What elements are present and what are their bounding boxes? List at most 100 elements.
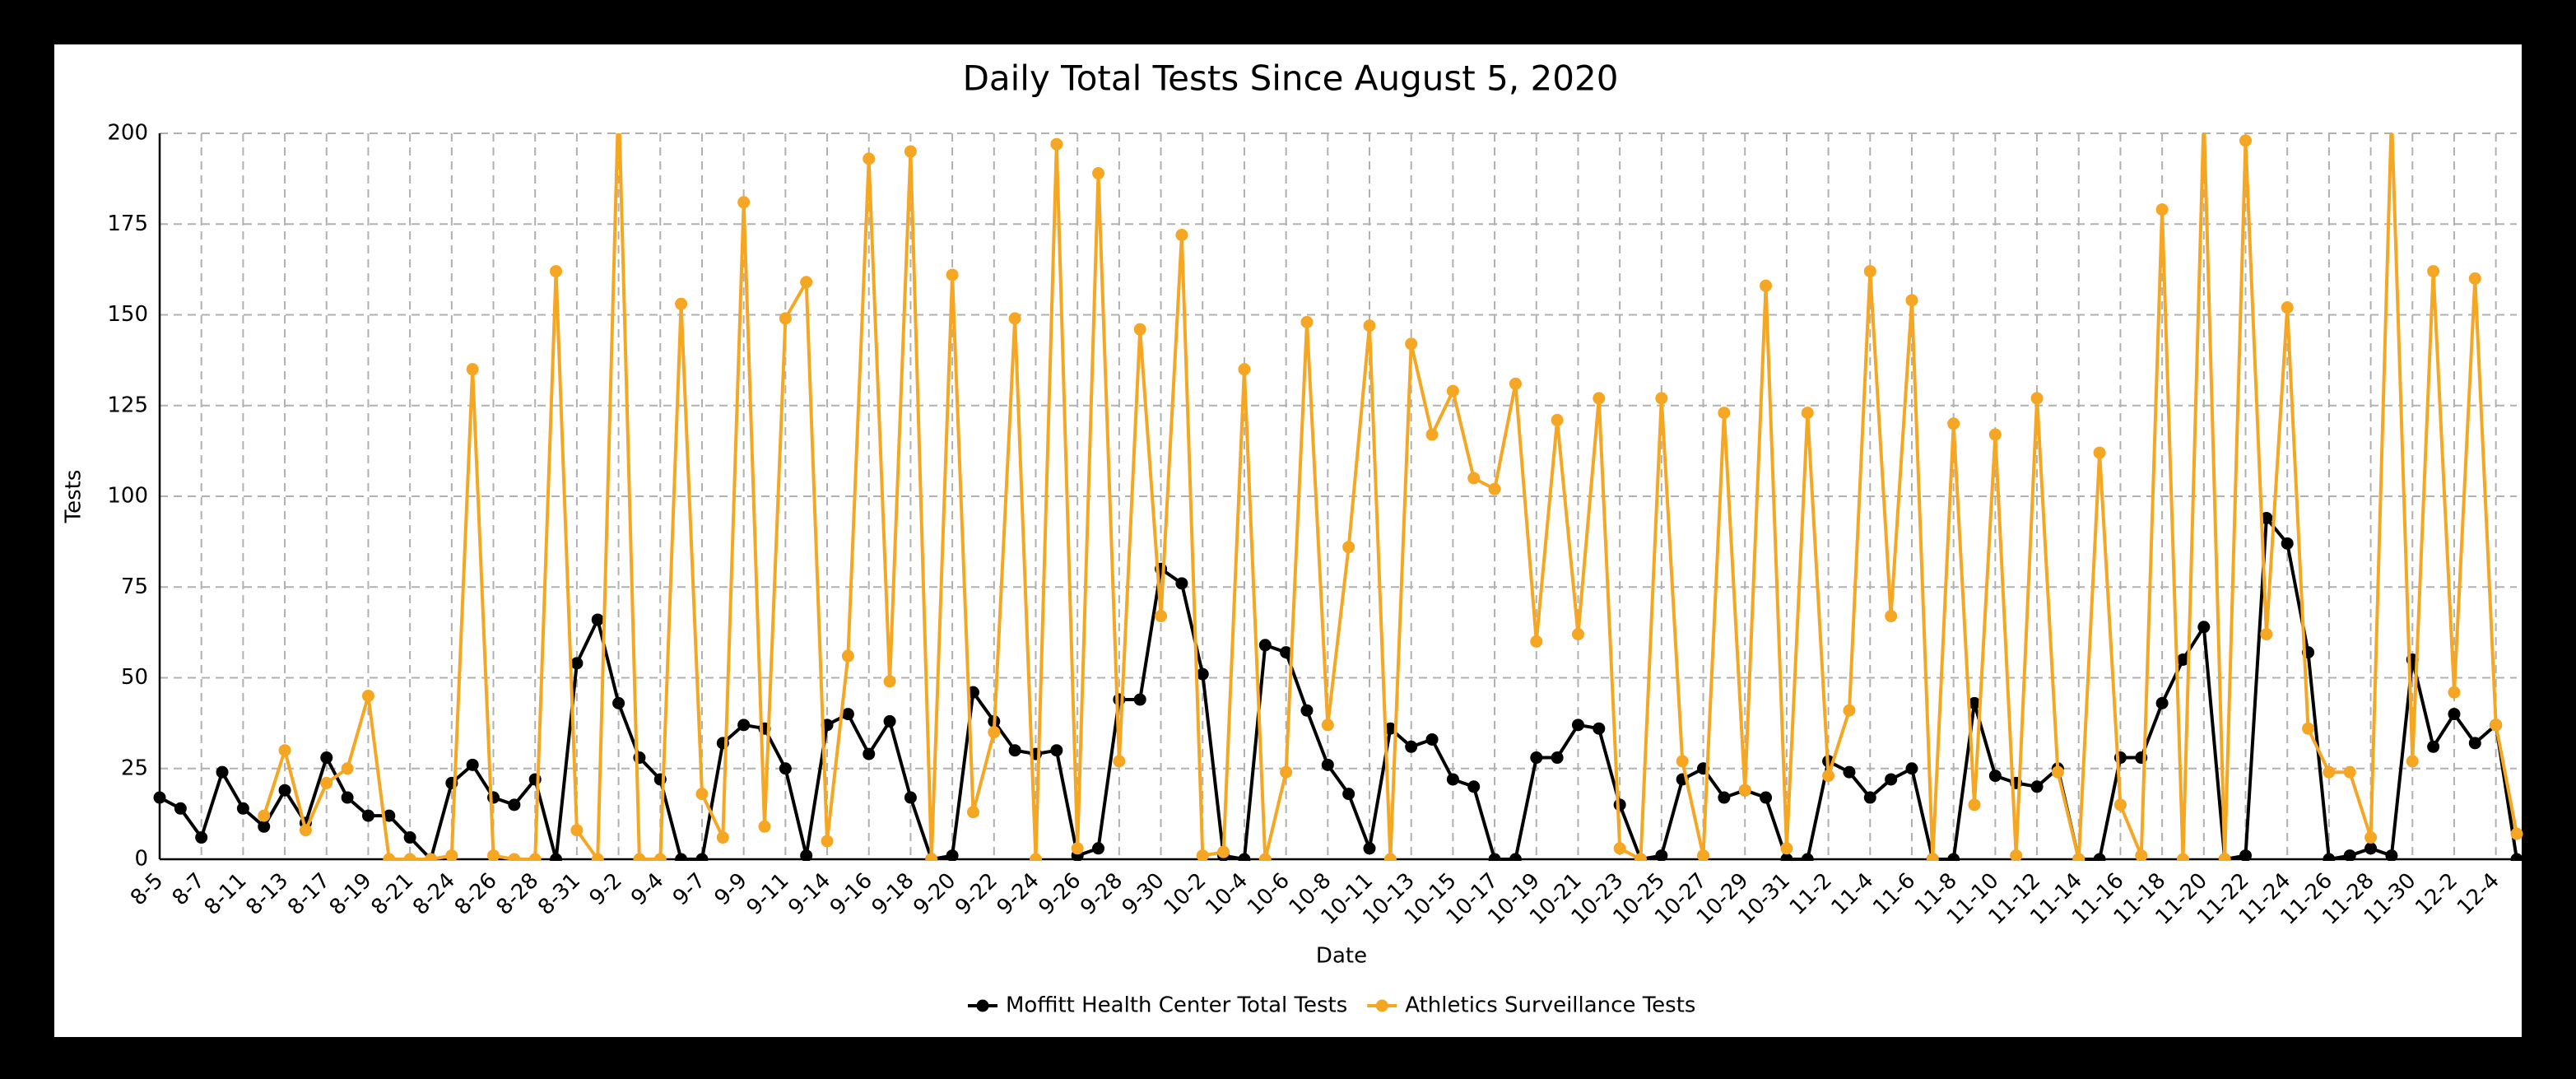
data-point xyxy=(508,798,521,812)
data-point xyxy=(2385,849,2398,861)
data-point xyxy=(1780,842,1793,855)
data-point xyxy=(1155,610,1168,623)
data-point xyxy=(716,831,729,844)
data-point xyxy=(2239,849,2253,861)
data-point xyxy=(174,802,187,815)
data-point xyxy=(591,853,604,861)
data-point xyxy=(424,853,437,861)
data-point xyxy=(1905,294,1918,307)
data-point xyxy=(1238,363,1251,376)
data-point xyxy=(633,853,646,861)
data-point xyxy=(1280,646,1293,659)
data-point xyxy=(1217,845,1230,858)
data-point xyxy=(1885,610,1898,623)
data-point xyxy=(550,265,563,278)
data-point xyxy=(675,853,688,861)
data-point xyxy=(403,853,416,861)
data-point xyxy=(2427,740,2440,753)
data-point xyxy=(2051,765,2064,779)
data-point xyxy=(2093,853,2106,861)
data-point xyxy=(320,776,333,789)
y-tick-label: 0 xyxy=(134,847,148,872)
data-point xyxy=(904,791,917,804)
data-point xyxy=(2448,686,2461,699)
data-point xyxy=(528,853,542,861)
data-point xyxy=(1383,722,1397,735)
data-point xyxy=(779,312,792,325)
data-point xyxy=(1655,392,1668,405)
data-point xyxy=(2030,780,2044,793)
data-point xyxy=(1738,784,1751,797)
data-point xyxy=(1446,773,1459,786)
data-point xyxy=(2239,134,2253,147)
data-point xyxy=(1509,853,1522,861)
data-point xyxy=(1446,384,1459,398)
data-point xyxy=(1760,791,1773,804)
data-point xyxy=(841,649,854,663)
data-point xyxy=(1593,722,1606,735)
data-point xyxy=(2155,696,2169,709)
data-point xyxy=(320,751,333,765)
data-point xyxy=(1280,765,1293,779)
data-point xyxy=(2343,849,2356,861)
data-point xyxy=(1133,693,1146,706)
data-point xyxy=(1342,541,1355,554)
data-point xyxy=(383,809,396,822)
data-point xyxy=(1196,849,1209,861)
data-point xyxy=(258,820,271,833)
data-point xyxy=(2302,722,2315,735)
data-point xyxy=(1071,842,1084,855)
data-point xyxy=(1780,853,1793,861)
data-point xyxy=(2135,849,2148,861)
data-point xyxy=(466,363,479,376)
data-point xyxy=(2093,446,2106,459)
data-point xyxy=(1363,319,1376,333)
data-point xyxy=(487,849,500,861)
data-point xyxy=(1488,482,1501,495)
data-point xyxy=(2260,628,2273,641)
data-point xyxy=(1822,770,1835,783)
data-point xyxy=(1655,849,1668,861)
data-point xyxy=(1801,407,1814,420)
data-point xyxy=(2406,755,2419,768)
data-point xyxy=(1968,798,1981,812)
data-point xyxy=(1613,798,1626,812)
data-point xyxy=(1258,639,1272,652)
data-point xyxy=(1697,849,1710,861)
data-point xyxy=(841,708,854,721)
data-point xyxy=(675,297,688,310)
data-point xyxy=(1905,762,1918,775)
data-point xyxy=(695,853,709,861)
data-point xyxy=(570,824,584,837)
data-point xyxy=(1530,635,1543,648)
data-point xyxy=(2490,719,2503,732)
data-point xyxy=(1258,853,1272,861)
data-point xyxy=(1300,315,1314,328)
data-point xyxy=(1988,770,2002,783)
data-point xyxy=(2113,798,2127,812)
data-point xyxy=(904,145,917,158)
chart-title: Daily Total Tests Since August 5, 2020 xyxy=(963,58,1619,99)
data-point xyxy=(1175,577,1188,590)
data-point xyxy=(1008,744,1021,757)
data-point xyxy=(1947,853,1960,861)
data-point xyxy=(1425,733,1439,746)
data-point xyxy=(1050,137,1063,151)
data-point xyxy=(341,791,354,804)
data-point xyxy=(737,719,751,732)
data-point xyxy=(2323,853,2336,861)
data-point xyxy=(278,744,291,757)
data-point xyxy=(1968,696,1981,709)
data-point xyxy=(2260,511,2273,524)
data-point xyxy=(383,853,396,861)
data-point xyxy=(2448,708,2461,721)
data-point xyxy=(1843,765,1856,779)
data-point xyxy=(1092,842,1105,855)
data-point xyxy=(800,849,813,861)
data-point xyxy=(863,152,876,165)
y-axis-title: Tests xyxy=(62,470,86,524)
data-point xyxy=(1634,853,1648,861)
data-point xyxy=(1092,167,1105,180)
data-point xyxy=(403,831,416,844)
data-point xyxy=(1405,740,1418,753)
